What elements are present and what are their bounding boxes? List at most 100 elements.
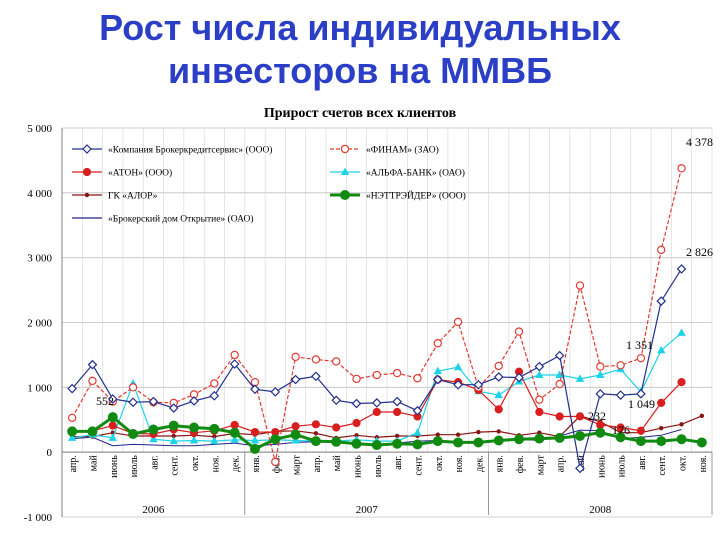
series-point [209,423,220,434]
series-point [534,361,545,372]
series-point [313,431,319,436]
legend: «Компания Брокеркредитсервис» (ООО) «ФИНА… [72,144,466,225]
series-point [149,434,158,443]
series-point [84,192,90,198]
series-point [595,388,606,399]
series-point [108,421,117,430]
series-6 [67,412,707,454]
series-point [372,370,382,380]
series-point [473,437,484,448]
x-tick-label: июнь [109,455,120,478]
series-point [189,396,199,406]
series-point [229,427,240,438]
series-point [394,433,400,439]
series-point [250,427,260,437]
series-point [271,457,280,467]
series-point [67,413,77,423]
series-point [291,422,300,431]
series-point [128,429,139,440]
series-point [128,383,138,392]
series-point [596,362,605,371]
series-point [616,361,625,370]
series-point [311,420,321,429]
series-point [432,374,443,385]
x-tick-label: июль [617,455,628,478]
series-point [210,436,219,445]
data-label: 176 [612,423,630,437]
y-tick-label: 2 000 [27,318,52,330]
series-point [290,429,301,440]
series-point [575,412,585,421]
series-point [67,383,78,394]
x-tick-label: июль [373,455,384,478]
series-point [554,432,565,443]
series-point [496,429,501,434]
series-point [676,434,687,445]
x-tick-label: март [535,455,546,476]
y-tick-label: 0 [47,447,53,459]
series-point [291,435,300,444]
series-point [494,361,503,371]
data-label: 1 351 [626,338,653,352]
series-point [331,395,342,406]
series-point [270,434,281,445]
legend-entry: ГК «АЛОР» [72,192,158,202]
series-point [311,355,321,364]
x-tick-label: апр. [312,455,323,472]
x-tick-label: апр. [556,455,567,472]
series-point [677,328,686,336]
legend-label: «Брокерский дом Открытие» (ОАО) [108,214,254,225]
series-point [635,436,646,447]
data-label: 552 [96,394,114,408]
series-point [250,384,260,395]
series-point [696,437,707,448]
series-point [352,374,361,384]
series-point [189,422,200,433]
series-point [168,403,179,413]
legend-label: «НЭТТРЭЙДЕР» (ООО) [366,190,466,202]
y-tick-label: 5 000 [27,123,52,135]
year-label: 2007 [356,504,379,516]
series-point [250,435,260,444]
series-group [67,164,707,474]
x-tick-label: сент. [413,455,424,475]
series-point [494,405,503,414]
series-point [212,434,217,439]
x-tick-label: июнь [596,455,607,478]
x-tick-label: дек. [231,455,242,472]
series-point [230,350,239,360]
series-point [87,359,98,370]
series-point [189,435,199,444]
series-1 [67,264,687,474]
series-point [290,374,301,385]
legend-entry: «АТОН» (ООО) [72,168,172,179]
series-line [72,415,703,439]
series-point [413,428,422,436]
x-tick-label: ноя. [698,455,709,472]
x-tick-label: июнь [353,455,364,478]
series-point [455,432,461,437]
series-point [352,418,361,428]
series-point [555,379,564,389]
series-point [354,433,359,438]
series-point [534,433,545,444]
series-point [310,436,321,447]
series-point [699,413,705,419]
series-point [636,353,646,363]
series-point [230,420,239,430]
series-point [230,435,239,443]
x-axis: апр. май июнь июль авг. сент. окт. ноя. дек. янв.… [61,451,713,516]
series-point [169,436,178,445]
x-tick-label: сент. [657,455,668,475]
series-point [392,438,403,449]
series-point [595,427,606,438]
series-point [514,327,524,336]
series-point [615,390,626,400]
y-tick-label: -1 000 [24,512,53,524]
series-point [433,339,442,348]
x-tick-label: май [88,455,99,472]
x-tick-label: янв. [251,455,262,472]
series-point [67,433,77,441]
series-point [453,437,464,448]
